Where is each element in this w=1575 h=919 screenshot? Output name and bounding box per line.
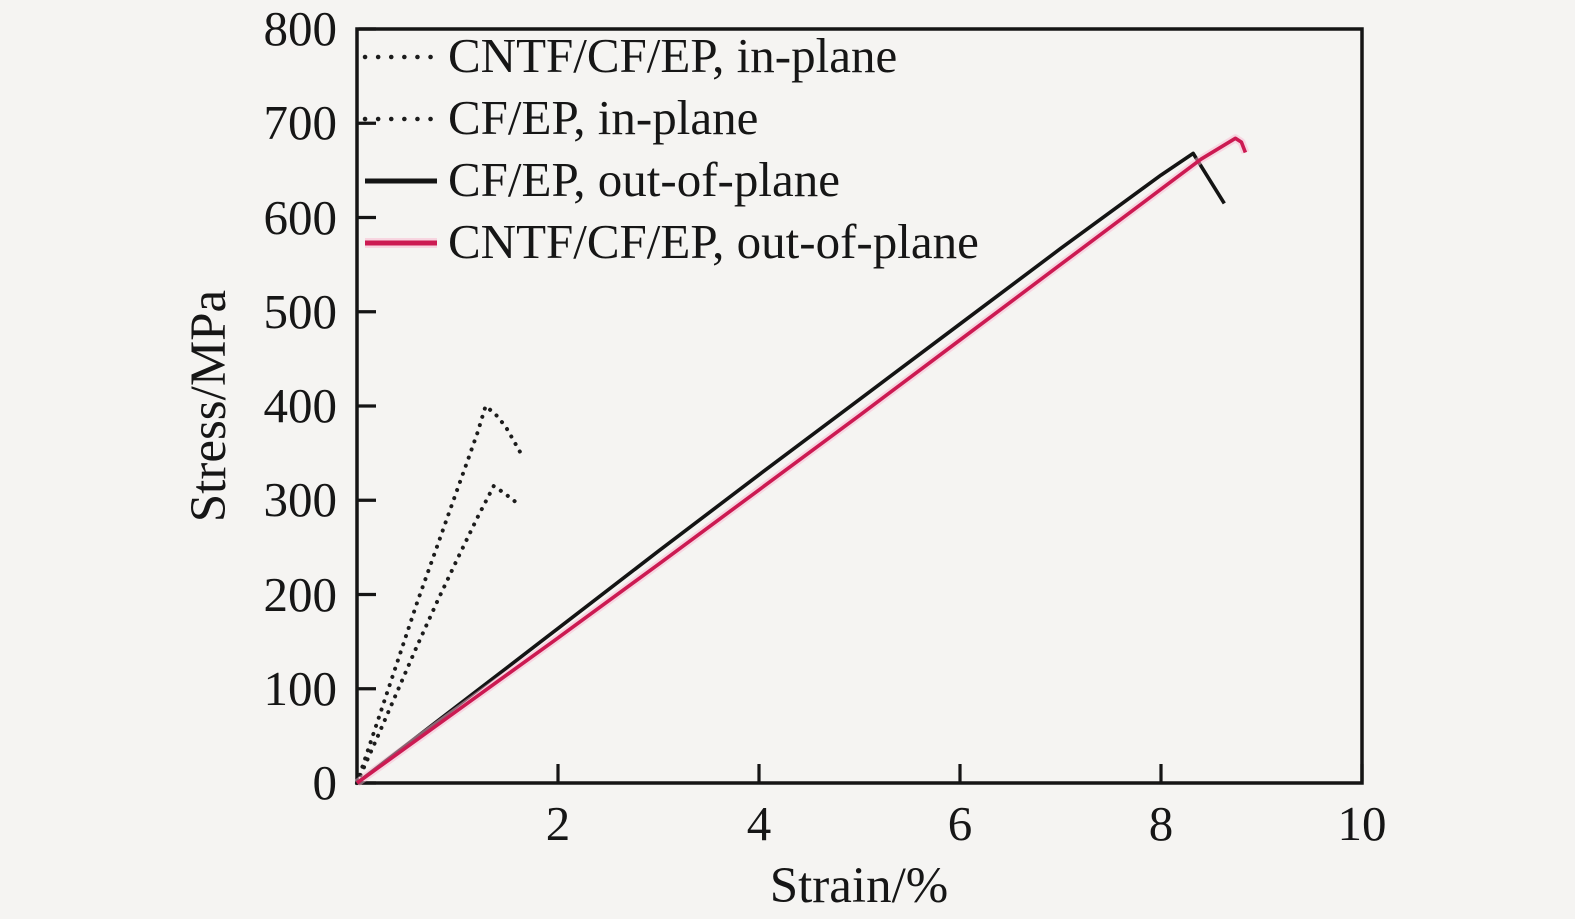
series-line-1 (355, 484, 518, 785)
y-tick-label-800: 800 (263, 1, 338, 56)
x-axis-title: Strain/% (769, 858, 949, 914)
legend-line-sample-dotted-icon (362, 54, 440, 60)
series-line-3 (355, 136, 1248, 785)
legend-label: CNTF/CF/EP, out-of-plane (448, 213, 979, 269)
series-line-2 (355, 151, 1226, 785)
y-tick-label-300: 300 (263, 472, 338, 528)
legend: CNTF/CF/EP, in-plane CF/EP, in-plane CF/EP… (362, 26, 979, 274)
x-tick-label-4: 4 (746, 796, 772, 851)
legend-item-0: CNTF/CF/EP, in-plane (362, 26, 979, 88)
y-tick-label-700: 700 (263, 95, 338, 151)
series-line-0 (355, 404, 525, 785)
legend-line-sample-solid-icon (365, 238, 437, 248)
legend-line-sample-dotted-icon (362, 116, 440, 122)
plot-frame (355, 27, 1364, 785)
y-tick-label-100: 100 (263, 660, 338, 716)
legend-label: CF/EP, in-plane (448, 89, 759, 145)
y-tick-label-200: 200 (263, 566, 338, 622)
y-tick-label-600: 600 (263, 189, 338, 245)
y-axis-title: Stress/MPa (181, 289, 237, 523)
x-tick-label-2: 2 (545, 796, 571, 851)
x-tick-label-8: 8 (1148, 796, 1174, 851)
x-tick-label-10: 10 (1337, 796, 1387, 851)
legend-label: CNTF/CF/EP, in-plane (448, 27, 898, 83)
legend-label: CF/EP, out-of-plane (448, 151, 840, 207)
legend-item-2: CF/EP, out-of-plane (362, 150, 979, 212)
y-tick-label-400: 400 (263, 378, 338, 433)
y-tick-label-0: 0 (312, 755, 338, 810)
legend-item-3: CNTF/CF/EP, out-of-plane (362, 212, 979, 274)
y-tick-label-500: 500 (263, 283, 338, 339)
legend-item-1: CF/EP, in-plane (362, 88, 979, 150)
legend-line-sample-solid-icon (365, 178, 437, 184)
x-tick-label-6: 6 (947, 796, 973, 851)
